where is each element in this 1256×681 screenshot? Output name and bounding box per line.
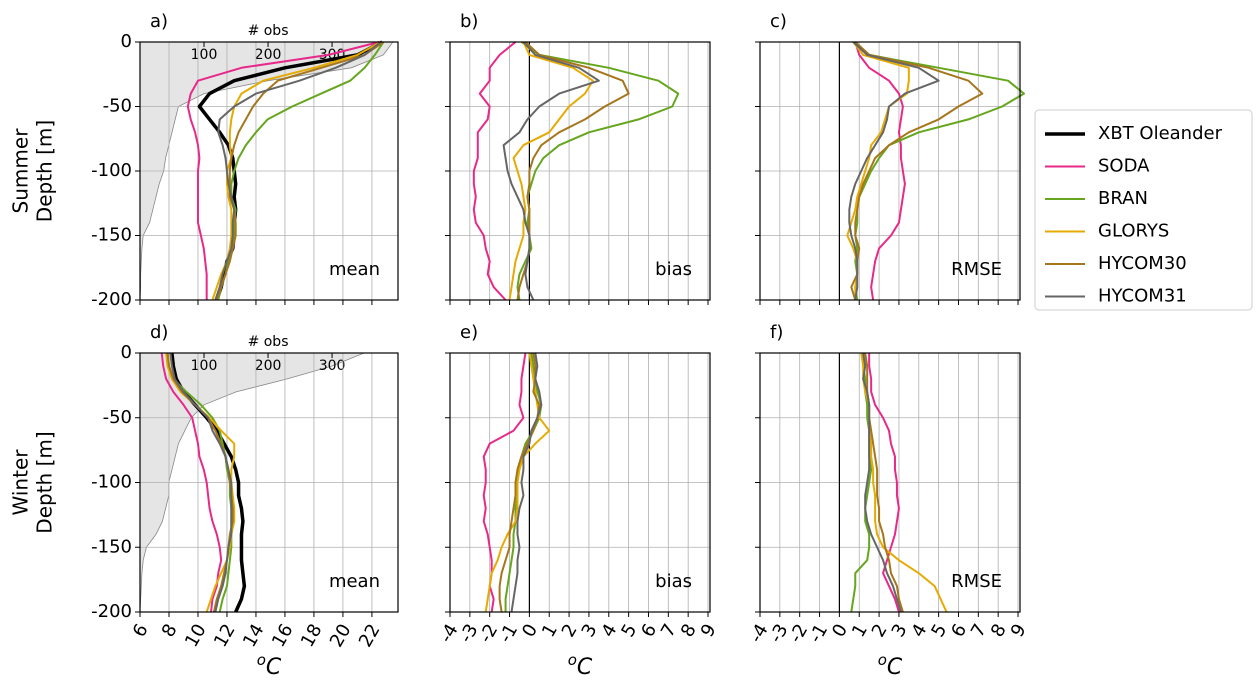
profile-line — [498, 352, 541, 613]
x-tick-label: -1 — [495, 621, 522, 647]
annotation: mean — [329, 259, 380, 280]
x-tick-label: 6 — [129, 621, 153, 641]
panel-label: a) — [150, 11, 168, 32]
axes-frame — [759, 41, 1021, 301]
profile-line — [169, 352, 233, 613]
y-tick-label: -50 — [103, 96, 132, 117]
x-tick-label: 18 — [297, 621, 327, 651]
annotation: RMSE — [951, 571, 1002, 592]
profile-line — [510, 352, 543, 613]
panel-label: f) — [770, 322, 783, 343]
profile-line — [186, 41, 380, 300]
x-tick-label: 14 — [239, 621, 269, 651]
obs-tick-label: 300 — [319, 358, 346, 374]
profile-line — [868, 353, 900, 613]
axes-frame — [139, 352, 399, 613]
x-tick-label: 9 — [697, 621, 721, 641]
profile-line — [862, 352, 902, 613]
y-tick-label: 0 — [121, 31, 132, 52]
x-tick-label: -1 — [805, 621, 832, 647]
profile-line — [850, 41, 984, 301]
y-tick-label: -100 — [91, 160, 132, 181]
obs-tick-label: 200 — [255, 47, 282, 63]
y-axis-label: Depth [m] — [33, 431, 57, 533]
y-tick-label: -200 — [91, 289, 132, 310]
y-tick-label: -150 — [91, 225, 132, 246]
profile-line — [854, 41, 906, 301]
y-tick-label: -200 — [91, 601, 132, 622]
x-tick-label: 20 — [326, 621, 356, 651]
panel-label: d) — [150, 322, 168, 343]
profile-line — [160, 352, 223, 613]
profile-line — [860, 352, 948, 613]
y-tick-label: -150 — [91, 536, 132, 557]
y-tick-label: -50 — [103, 407, 132, 428]
annotation: mean — [329, 571, 380, 592]
x-axis-label: oC — [568, 651, 593, 681]
legend-label: HYCOM30 — [1098, 253, 1187, 274]
panel: 100 200 300 # obs 6 8 10 12 14 16 18 20 22 0 -50 -100 -1… — [9, 322, 399, 680]
obs-tick-label: 100 — [191, 358, 218, 374]
panel-label: c) — [770, 11, 787, 32]
y-tick-label: -100 — [91, 472, 132, 493]
annotation: RMSE — [951, 259, 1002, 280]
annotation: bias — [655, 259, 692, 280]
legend-label: BRAN — [1098, 188, 1148, 209]
legend-label: SODA — [1098, 156, 1150, 177]
panel: 100 200 300# obs0-50-100-150-200a)meanSumm… — [9, 11, 399, 310]
y-tick-label: 0 — [121, 342, 132, 363]
x-tick-label: 12 — [210, 621, 240, 651]
obs-tick-label: 100 — [191, 47, 218, 63]
panel-label: e) — [460, 322, 478, 343]
x-tick-label: 16 — [268, 621, 298, 651]
x-tick-label: 9 — [1007, 621, 1031, 641]
y-axis-label: Depth [m] — [33, 120, 57, 222]
axes-frame — [449, 41, 711, 301]
profile-line — [508, 41, 594, 301]
profile-line — [848, 41, 940, 301]
legend-box — [1034, 109, 1253, 311]
profile-line — [215, 41, 385, 301]
legend-label: GLORYS — [1098, 221, 1169, 242]
profile-line — [502, 41, 600, 301]
obs-tick-label: 200 — [255, 358, 282, 374]
panel: c) RMSE — [755, 11, 1025, 305]
axes-frame — [449, 352, 711, 613]
x-tick-label: 22 — [355, 621, 385, 651]
panel-label: b) — [460, 11, 478, 32]
panel: b) bias — [445, 11, 711, 305]
axes-frame — [759, 352, 1021, 613]
obs-label: # obs — [248, 23, 289, 39]
y-axis-label: Summer — [9, 128, 33, 214]
annotation: bias — [655, 571, 692, 592]
profile-line — [482, 352, 527, 613]
y-axis-label: Winter — [9, 449, 33, 516]
profile-line — [472, 41, 517, 301]
axes-frame — [139, 41, 399, 301]
profile-line — [214, 41, 382, 301]
x-tick-label: 8 — [158, 621, 182, 641]
legend-label: HYCOM31 — [1098, 286, 1187, 307]
x-axis-label: oC — [878, 651, 903, 681]
obs-label: # obs — [248, 334, 289, 350]
x-axis-label: oC — [257, 651, 282, 681]
x-tick-label: 10 — [181, 621, 211, 651]
legend-label: XBT Oleander — [1098, 123, 1223, 144]
